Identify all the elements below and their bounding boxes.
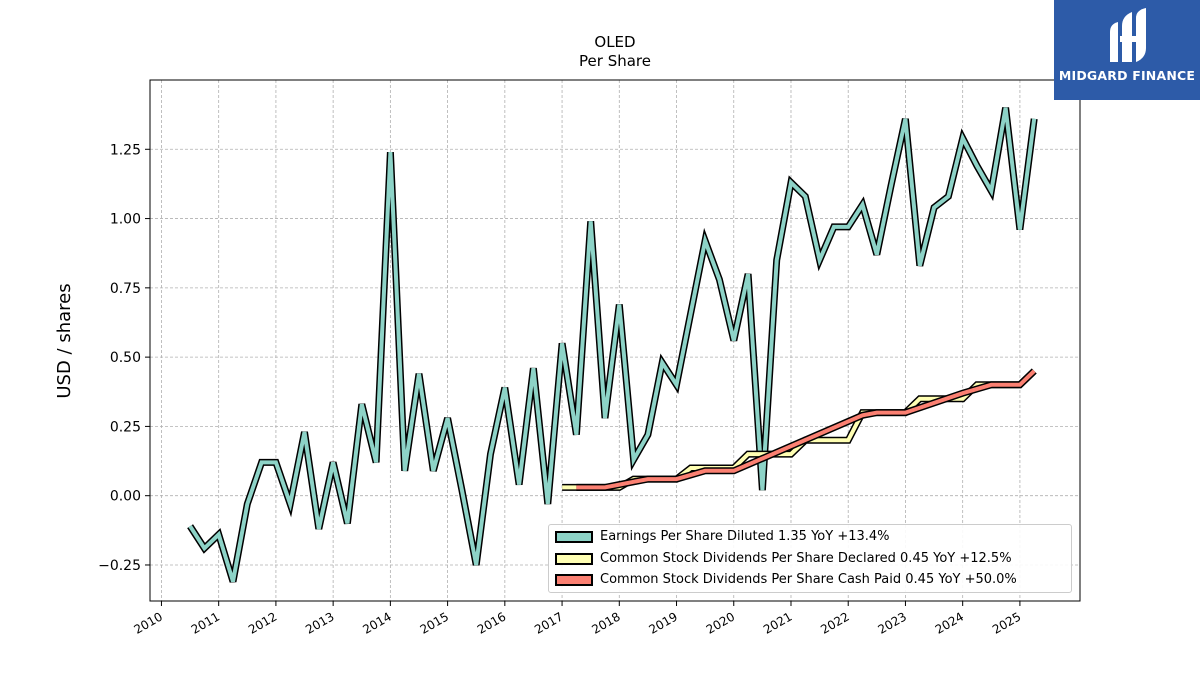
y-tick-label: 0.25 bbox=[110, 419, 141, 435]
chart-subtitle: Per Share bbox=[579, 52, 651, 70]
x-axis: 2010 2011 2012 2013 2014 2015 2016 2017 2018 2019… bbox=[131, 601, 1023, 637]
brand-mark-icon bbox=[1110, 8, 1146, 62]
x-tick-label: 2011 bbox=[189, 609, 222, 636]
x-tick-label: 2018 bbox=[589, 609, 622, 636]
legend-swatch-dividends-cash-paid bbox=[555, 573, 593, 586]
x-tick-label: 2014 bbox=[360, 609, 393, 636]
x-tick-label: 2013 bbox=[303, 609, 336, 636]
legend-swatch-eps bbox=[555, 530, 593, 543]
y-axis: −0.25 0.00 0.25 0.50 0.75 1.00 1.25 bbox=[98, 142, 150, 574]
series-line bbox=[188, 107, 1037, 583]
x-tick-label: 2025 bbox=[990, 609, 1023, 636]
x-tick-label: 2020 bbox=[704, 609, 737, 636]
chart-title: OLED bbox=[594, 33, 636, 51]
legend: Earnings Per Share Diluted 1.35 YoY +13.… bbox=[548, 524, 1072, 593]
legend-label-dividends-declared: Common Stock Dividends Per Share Declare… bbox=[600, 551, 1012, 566]
x-tick-label: 2017 bbox=[532, 609, 565, 636]
x-tick-label: 2022 bbox=[818, 609, 851, 636]
x-tick-label: 2021 bbox=[761, 609, 794, 636]
series-line-outline bbox=[576, 368, 1037, 491]
brand-name: MIDGARD FINANCE bbox=[1058, 68, 1196, 83]
x-tick-label: 2019 bbox=[647, 609, 680, 636]
legend-label-eps: Earnings Per Share Diluted 1.35 YoY +13.… bbox=[600, 529, 890, 544]
series-line bbox=[576, 369, 1036, 490]
y-tick-label: −0.25 bbox=[98, 558, 141, 574]
series-1 bbox=[187, 107, 1038, 583]
legend-label-dividends-cash-paid: Common Stock Dividends Per Share Cash Pa… bbox=[600, 572, 1017, 587]
legend-item-dividends-cash-paid: Common Stock Dividends Per Share Cash Pa… bbox=[555, 572, 1017, 590]
brand-logo: MIDGARD FINANCE bbox=[1054, 0, 1200, 100]
series-3 bbox=[576, 368, 1037, 491]
y-tick-label: 0.00 bbox=[110, 489, 141, 505]
y-tick-label: 0.75 bbox=[110, 281, 141, 297]
legend-swatch-dividends-declared bbox=[555, 552, 593, 565]
x-tick-label: 2010 bbox=[131, 609, 164, 636]
legend-item-eps: Earnings Per Share Diluted 1.35 YoY +13.… bbox=[555, 529, 890, 547]
y-tick-label: 1.00 bbox=[110, 212, 141, 228]
x-tick-label: 2016 bbox=[475, 609, 508, 636]
y-tick-label: 0.50 bbox=[110, 350, 141, 366]
x-tick-label: 2015 bbox=[418, 609, 451, 636]
y-tick-label: 1.25 bbox=[110, 142, 141, 158]
y-axis-label: USD / shares bbox=[54, 283, 75, 398]
x-tick-label: 2024 bbox=[933, 609, 966, 636]
plot-frame bbox=[149, 79, 1081, 602]
legend-item-dividends-declared: Common Stock Dividends Per Share Declare… bbox=[555, 551, 1012, 569]
series-group bbox=[187, 107, 1038, 583]
x-tick-label: 2012 bbox=[246, 609, 279, 636]
x-tick-label: 2023 bbox=[875, 609, 908, 636]
